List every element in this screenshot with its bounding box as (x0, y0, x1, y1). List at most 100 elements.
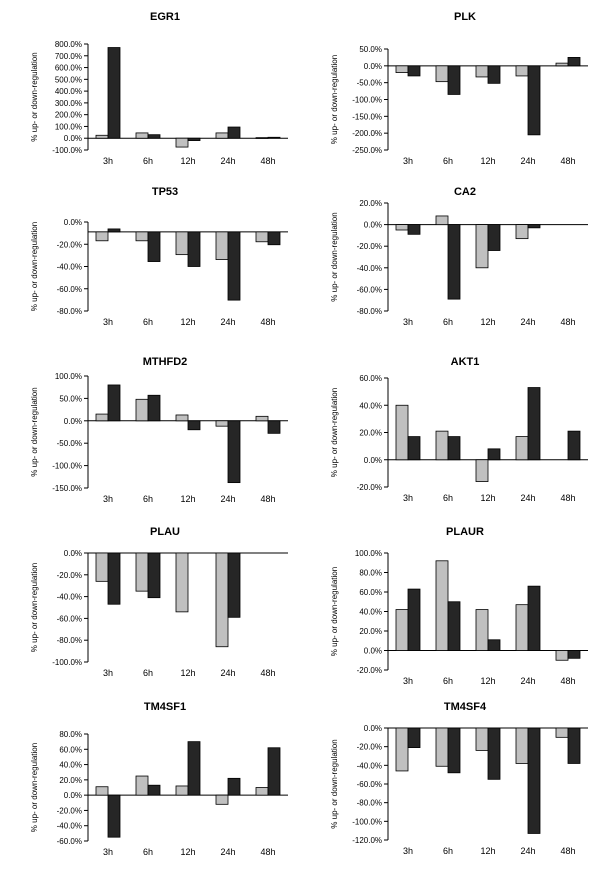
bar (475, 609, 489, 651)
bar (407, 436, 421, 461)
x-category-label: 24h (220, 156, 235, 166)
y-axis-label: % up- or down-regulation (30, 743, 39, 832)
chart-panel-mthfd2: MTHFD2 100.0% 50.0% 0.0% -50.0% -100.0% -150.0… (30, 356, 288, 504)
y-axis-label: % up- or down-regulation (330, 739, 339, 828)
y-tick-label: -20.0% (57, 806, 82, 815)
x-category-label: 12h (480, 493, 495, 503)
x-category-label: 6h (443, 317, 453, 327)
bar (515, 65, 529, 77)
y-tick-label: -60.0% (57, 285, 82, 294)
bar (487, 224, 501, 251)
y-tick-label: -60.0% (57, 614, 82, 623)
x-category-label: 6h (143, 847, 153, 857)
y-tick-label: 0.0% (64, 417, 82, 426)
x-category-label: 12h (180, 847, 195, 857)
y-tick-label: -150.0% (52, 484, 82, 493)
bar (395, 609, 409, 651)
bar (95, 134, 109, 139)
bar (407, 588, 421, 651)
x-category-label: 6h (143, 494, 153, 504)
bar (515, 436, 529, 461)
y-tick-label: -40.0% (57, 822, 82, 831)
bar (407, 727, 421, 749)
bar (227, 126, 241, 139)
bar (107, 794, 121, 838)
bar (395, 404, 409, 461)
chart-title: TM4SF1 (144, 701, 186, 713)
y-tick-label: 80.0% (359, 569, 382, 578)
bar (187, 137, 201, 141)
y-tick-label: 80.0% (59, 730, 82, 739)
x-category-label: 24h (220, 317, 235, 327)
x-category-label: 3h (403, 676, 413, 686)
y-tick-label: 100.0% (55, 372, 82, 381)
chart-title: AKT1 (451, 356, 480, 368)
y-tick-label: 50.0% (359, 45, 382, 54)
x-category-label: 24h (520, 156, 535, 166)
y-tick-label: -250.0% (352, 146, 382, 155)
bar (187, 741, 201, 796)
y-tick-label: -20.0% (357, 743, 382, 752)
y-tick-label: -100.0% (52, 462, 82, 471)
chart-panel-plaur: PLAUR 100.0% 80.0% 60.0% 40.0% 20.0% 0.0% -20.0… (330, 526, 588, 686)
bar (107, 228, 121, 233)
bar (95, 413, 109, 422)
bar (135, 775, 149, 796)
bar (567, 57, 581, 67)
bar (515, 604, 529, 651)
bar (475, 727, 489, 751)
bar (227, 420, 241, 484)
bar (147, 134, 161, 139)
bar (527, 387, 541, 461)
chart-panel-plk: PLK 50.0% 0.0% -50.0% -100.0% -150.0% -200.0% -… (330, 11, 588, 166)
y-axis-label: % up- or down-regulation (330, 212, 339, 301)
y-tick-label: 100.0% (355, 549, 382, 558)
bar (267, 136, 281, 139)
bar (175, 552, 189, 613)
x-category-label: 48h (260, 494, 275, 504)
y-tick-label: -50.0% (357, 79, 382, 88)
x-category-label: 24h (520, 317, 535, 327)
y-tick-label: 700.0% (55, 52, 82, 61)
y-axis-label: % up- or down-regulation (30, 52, 39, 141)
bar (395, 727, 409, 772)
bar (435, 727, 449, 767)
y-tick-label: -20.0% (357, 666, 382, 675)
y-tick-label: -20.0% (57, 240, 82, 249)
x-category-label: 6h (143, 317, 153, 327)
y-tick-label: -40.0% (57, 263, 82, 272)
y-tick-label: -200.0% (352, 129, 382, 138)
bar (255, 231, 269, 243)
x-category-label: 24h (220, 847, 235, 857)
bar (527, 224, 541, 229)
bar (475, 65, 489, 78)
bar (395, 65, 409, 73)
y-tick-label: -80.0% (57, 307, 82, 316)
y-tick-label: 500.0% (55, 75, 82, 84)
x-category-label: 6h (443, 846, 453, 856)
x-category-label: 48h (260, 156, 275, 166)
chart-panel-tm4sf1: TM4SF1 80.0% 60.0% 40.0% 20.0% 0.0% -20.0% -40.… (30, 701, 288, 857)
x-category-label: 24h (520, 493, 535, 503)
bar (515, 224, 529, 240)
bar (187, 420, 201, 431)
bar (447, 65, 461, 95)
y-axis-label: % up- or down-regulation (330, 567, 339, 656)
x-category-label: 12h (180, 494, 195, 504)
bar (435, 430, 449, 461)
y-tick-label: 60.0% (359, 374, 382, 383)
chart-panel-plau: PLAU 0.0% -20.0% -40.0% -60.0% -80.0% -100.0%%… (30, 526, 288, 678)
y-tick-label: 0.0% (364, 724, 382, 733)
y-tick-label: 60.0% (59, 745, 82, 754)
bar (135, 398, 149, 422)
x-category-label: 48h (260, 668, 275, 678)
bar (135, 132, 149, 139)
y-tick-label: 0.0% (364, 62, 382, 71)
bar (487, 727, 501, 780)
chart-title: EGR1 (150, 11, 180, 23)
y-tick-label: 0.0% (64, 218, 82, 227)
bar (107, 552, 121, 605)
bar (435, 215, 449, 226)
bar (447, 224, 461, 300)
